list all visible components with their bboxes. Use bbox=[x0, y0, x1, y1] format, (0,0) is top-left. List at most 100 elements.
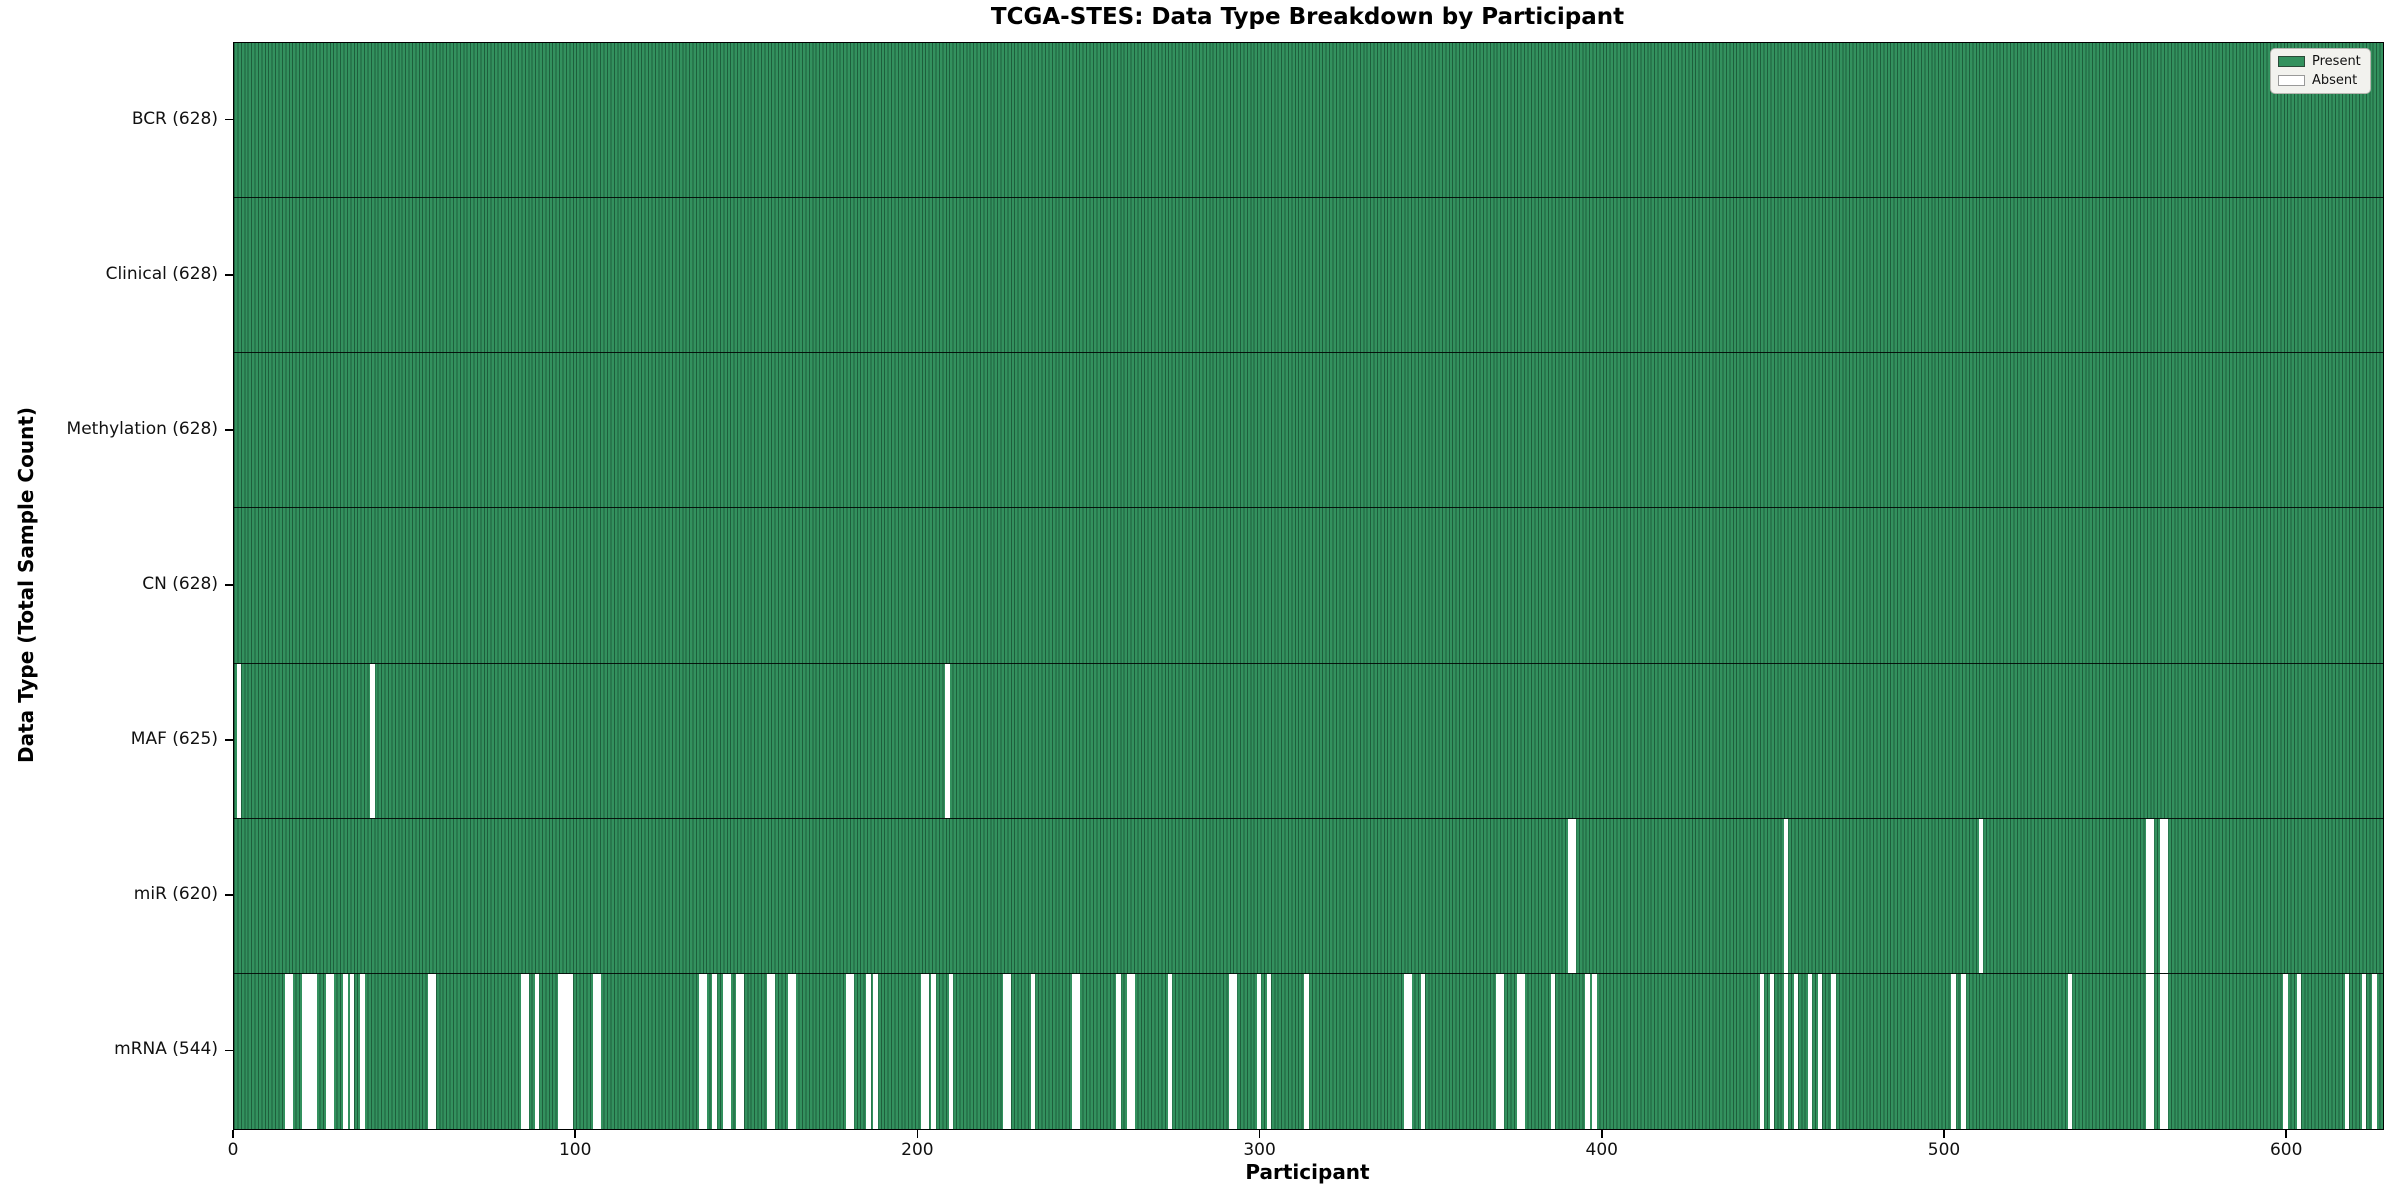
absent-cell bbox=[726, 973, 731, 1129]
absent-cell bbox=[1520, 973, 1525, 1129]
absent-cell bbox=[568, 973, 574, 1129]
x-tick-mark bbox=[1258, 1130, 1261, 1138]
absent-cell bbox=[1499, 973, 1505, 1129]
absent-cell bbox=[2344, 973, 2350, 1129]
x-tick-mark bbox=[1600, 1130, 1603, 1138]
absent-cell bbox=[921, 973, 926, 1129]
absent-cell bbox=[1831, 973, 1837, 1129]
absent-cell bbox=[1961, 973, 1967, 1129]
x-tick-label: 500 bbox=[1927, 1140, 1961, 1160]
chart-title: TCGA-STES: Data Type Breakdown by Partic… bbox=[990, 4, 1625, 30]
absent-cell bbox=[1783, 818, 1789, 973]
absent-cell bbox=[349, 973, 355, 1129]
absent-cell bbox=[288, 973, 293, 1129]
absent-swatch bbox=[2278, 75, 2305, 86]
legend-label-present: Present bbox=[2312, 54, 2361, 69]
absent-cell bbox=[342, 973, 348, 1129]
absent-cell bbox=[301, 973, 307, 1129]
absent-cell bbox=[2296, 973, 2302, 1129]
absent-cell bbox=[873, 973, 878, 1129]
heatmap-row-mrna bbox=[234, 973, 2383, 1129]
absent-cell bbox=[1003, 973, 1008, 1129]
absent-cell bbox=[1167, 973, 1173, 1129]
absent-cell bbox=[558, 973, 564, 1129]
absent-cell bbox=[1817, 973, 1823, 1129]
absent-cell bbox=[1571, 818, 1576, 973]
absent-cell bbox=[1793, 973, 1799, 1129]
y-tick-label: mRNA (544) bbox=[114, 1039, 218, 1060]
x-tick-label: 300 bbox=[1243, 1140, 1276, 1160]
heatmap-row-maf bbox=[234, 663, 2383, 819]
heatmap-row-methylation bbox=[234, 353, 2383, 509]
absent-cell bbox=[1407, 973, 1412, 1129]
y-tick-mark bbox=[225, 894, 233, 897]
y-tick-label: Methylation (628) bbox=[66, 418, 218, 439]
absent-cell bbox=[524, 973, 529, 1129]
y-tick-label: MAF (625) bbox=[130, 729, 218, 750]
y-tick-label: BCR (628) bbox=[131, 108, 218, 129]
absent-cell bbox=[924, 973, 930, 1129]
absent-cell bbox=[2283, 973, 2288, 1129]
absent-cell bbox=[1304, 973, 1310, 1129]
absent-cell bbox=[308, 973, 314, 1129]
absent-cell bbox=[1978, 818, 1984, 973]
x-tick-mark bbox=[2285, 1130, 2287, 1138]
x-tick-mark bbox=[574, 1130, 576, 1138]
x-tick-mark bbox=[232, 1130, 234, 1138]
absent-cell bbox=[2067, 973, 2073, 1129]
absent-cell bbox=[592, 973, 598, 1129]
absent-cell bbox=[1769, 973, 1775, 1129]
absent-cell bbox=[1126, 973, 1132, 1129]
absent-cell bbox=[1229, 973, 1234, 1129]
absent-cell bbox=[370, 663, 375, 818]
absent-cell bbox=[312, 973, 317, 1129]
plot-area bbox=[233, 42, 2384, 1130]
absent-cell bbox=[2163, 973, 2168, 1129]
y-tick-mark bbox=[225, 739, 233, 741]
absent-cell bbox=[2146, 973, 2151, 1129]
x-tick-mark bbox=[916, 1130, 919, 1138]
absent-cell bbox=[305, 973, 310, 1129]
absent-cell bbox=[736, 973, 742, 1129]
absent-cell bbox=[1075, 973, 1080, 1129]
y-tick-mark bbox=[225, 118, 233, 121]
absent-cell bbox=[360, 973, 365, 1129]
absent-cell bbox=[791, 973, 796, 1129]
y-tick-mark bbox=[225, 273, 233, 276]
absent-cell bbox=[1783, 973, 1789, 1129]
absent-cell bbox=[561, 973, 567, 1129]
legend: Present Absent bbox=[2270, 48, 2371, 94]
y-tick-mark bbox=[225, 429, 233, 431]
y-tick-mark bbox=[225, 1049, 233, 1052]
absent-cell bbox=[520, 973, 526, 1129]
absent-cell bbox=[325, 973, 331, 1129]
absent-cell bbox=[1266, 973, 1272, 1129]
absent-cell bbox=[845, 973, 851, 1129]
legend-label-absent: Absent bbox=[2312, 73, 2358, 88]
absent-cell bbox=[770, 973, 776, 1129]
absent-cell bbox=[236, 663, 242, 818]
absent-cell bbox=[866, 973, 872, 1129]
absent-cell bbox=[948, 973, 954, 1129]
absent-cell bbox=[739, 973, 745, 1129]
absent-cell bbox=[1071, 973, 1077, 1129]
absent-cell bbox=[1585, 973, 1590, 1129]
absent-cell bbox=[428, 973, 434, 1129]
absent-cell bbox=[931, 973, 937, 1129]
heatmap-row-cn bbox=[234, 508, 2383, 664]
y-tick-label: CN (628) bbox=[142, 574, 218, 594]
heatmap-row-bcr bbox=[234, 43, 2383, 199]
absent-cell bbox=[722, 973, 728, 1129]
x-tick-label: 400 bbox=[1585, 1140, 1618, 1160]
legend-item-present: Present bbox=[2278, 54, 2361, 69]
absent-cell bbox=[1516, 973, 1522, 1129]
x-tick-label: 600 bbox=[2269, 1140, 2303, 1160]
absent-cell bbox=[1256, 973, 1262, 1129]
absent-cell bbox=[698, 973, 704, 1129]
absent-cell bbox=[1006, 973, 1012, 1129]
heatmap-row-mir bbox=[234, 818, 2383, 974]
x-tick-mark bbox=[1943, 1130, 1945, 1138]
absent-cell bbox=[1759, 973, 1765, 1129]
absent-cell bbox=[2149, 973, 2155, 1129]
